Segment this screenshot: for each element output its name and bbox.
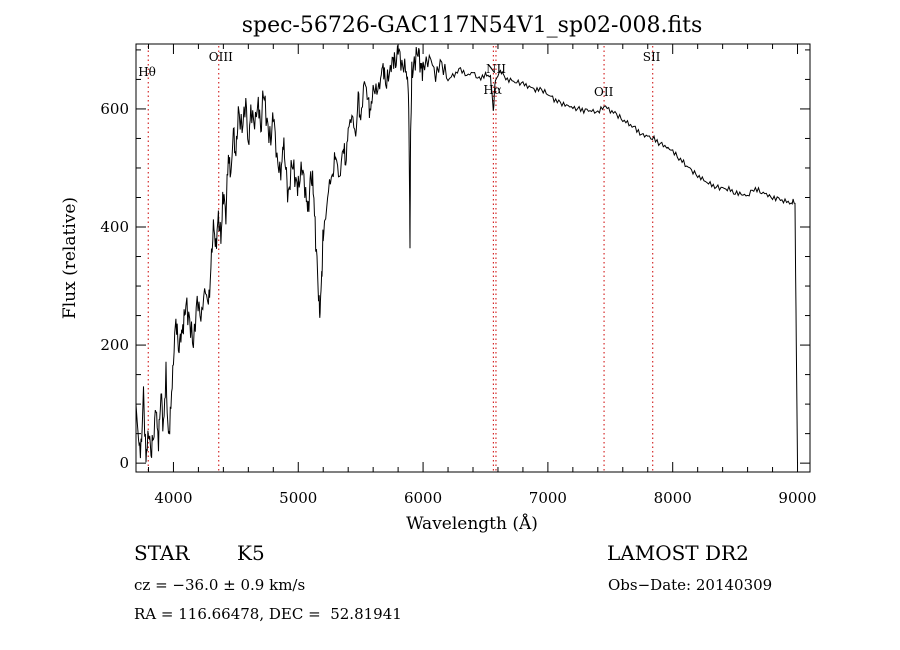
object-class: STAR — [134, 541, 190, 565]
series-layer — [135, 45, 798, 464]
x-tick-label: 8000 — [654, 489, 692, 507]
y-axis-label: Flux (relative) — [60, 197, 80, 319]
x-tick-label: 6000 — [404, 489, 442, 507]
x-tick-label: 4000 — [154, 489, 192, 507]
spectrum-line — [135, 45, 798, 464]
survey-label: LAMOST DR2 — [607, 541, 749, 565]
x-axis-label: Wavelength (Å) — [406, 513, 538, 534]
redshift-label: cz = −36.0 ± 0.9 km/s — [134, 576, 306, 594]
obs-date-label: Obs−Date: 20140309 — [608, 576, 773, 594]
y-tick-label: 600 — [100, 100, 129, 118]
axis-ticks: 4000 5000 6000 7000 8000 9000 0 200 400 600 — [100, 44, 817, 507]
line-marker-label: OII — [594, 85, 614, 99]
coordinates-label: RA = 116.66478, DEC = 52.81941 — [134, 605, 402, 623]
x-tick-label: 7000 — [529, 489, 567, 507]
line-marker-label: SII — [643, 50, 661, 64]
y-tick-label: 0 — [119, 454, 129, 472]
chart-title: spec-56726-GAC117N54V1_sp02-008.fits — [242, 13, 703, 38]
plot-frame — [135, 43, 811, 473]
x-tick-label: 9000 — [778, 489, 816, 507]
y-tick-label: 400 — [100, 218, 129, 236]
line-marker-label: Hθ — [138, 65, 156, 79]
object-subclass: K5 — [237, 541, 265, 565]
y-tick-label: 200 — [100, 336, 129, 354]
line-marker-label: OIII — [209, 50, 233, 64]
x-tick-label: 5000 — [279, 489, 317, 507]
line-marker-label: Hα — [483, 83, 502, 97]
